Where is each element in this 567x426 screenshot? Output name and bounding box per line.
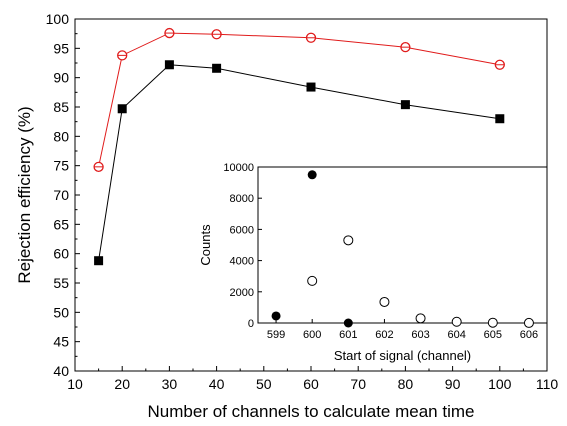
y-tick-label: 55: [53, 275, 69, 291]
data-point-square: [94, 256, 104, 266]
data-point-square: [400, 100, 410, 110]
data-point-filled-circle: [307, 170, 317, 180]
y-tick-label: 4000: [230, 256, 254, 268]
data-point-square: [306, 82, 316, 92]
data-point-filled-circle: [271, 311, 281, 321]
data-point-square: [212, 63, 222, 73]
y-tick-label: 80: [53, 128, 69, 144]
x-tick-label: 599: [267, 329, 285, 341]
x-tick-label: 60: [303, 376, 319, 392]
y-axis-title: Rejection efficiency (%): [15, 106, 34, 283]
data-point-open-circle: [451, 316, 462, 327]
inset-chart: 599 600 601 602 603 604 605 606 0 2000 4000 6000 800…: [198, 162, 548, 363]
x-tick-label: 40: [209, 376, 225, 392]
y-tick-label: 6000: [230, 224, 254, 236]
x-tick-label: 100: [488, 376, 512, 392]
x-tick-label: 70: [350, 376, 366, 392]
data-point-open-circle: [307, 275, 318, 286]
x-tick-label: 600: [303, 329, 321, 341]
data-point-open-circle: [343, 235, 354, 246]
data-point-filled-circle: [343, 318, 353, 328]
x-tick-label: 606: [520, 329, 538, 341]
y-tick-label: 60: [53, 246, 69, 262]
data-point-square: [495, 114, 505, 124]
y-tick-label: 90: [53, 70, 69, 86]
data-point-open-circle: [379, 296, 390, 307]
y-tick-label: 45: [53, 334, 69, 350]
x-tick-label: 604: [448, 329, 466, 341]
y-tick-label: 40: [53, 363, 69, 379]
y-tick-label: 8000: [230, 193, 254, 205]
y-tick-label: 85: [53, 99, 69, 115]
y-axis-title: Counts: [198, 224, 213, 266]
x-tick-label: 605: [484, 329, 502, 341]
plot-frame: [257, 166, 548, 324]
y-tick-label: 2000: [230, 287, 254, 299]
data-point-open-circle: [487, 317, 498, 328]
data-point-open-circle: [523, 317, 534, 328]
x-tick-label: 30: [162, 376, 178, 392]
y-tick-label: 95: [53, 40, 69, 56]
y-tick-label: 70: [53, 187, 69, 203]
y-tick-label: 65: [53, 216, 69, 232]
x-tick-label: 20: [114, 376, 130, 392]
series-line: [98, 32, 500, 167]
y-tick-label: 50: [53, 304, 69, 320]
data-point-square: [117, 104, 127, 114]
x-tick-label: 90: [445, 376, 461, 392]
x-axis-title: Start of signal (channel): [334, 348, 471, 363]
x-tick-label: 601: [339, 329, 357, 341]
x-tick-label: 603: [411, 329, 429, 341]
y-tick-label: 10000: [223, 162, 254, 174]
data-point-open-circle: [415, 313, 426, 324]
y-tick-label: 0: [248, 318, 254, 330]
data-point-square: [164, 60, 174, 70]
x-tick-label: 110: [536, 376, 559, 392]
y-tick-label: 75: [53, 158, 69, 174]
x-tick-label: 80: [398, 376, 414, 392]
x-tick-label: 50: [256, 376, 272, 392]
x-axis-title: Number of channels to calculate mean tim…: [148, 402, 475, 421]
main-chart: 10 20 30 40 50 60 70 80 90 100 110 40 45 50 55 60 65 70 75…: [15, 11, 558, 421]
x-tick-label: 602: [375, 329, 393, 341]
y-tick-label: 100: [46, 11, 70, 27]
x-tick-label: 10: [67, 376, 83, 392]
